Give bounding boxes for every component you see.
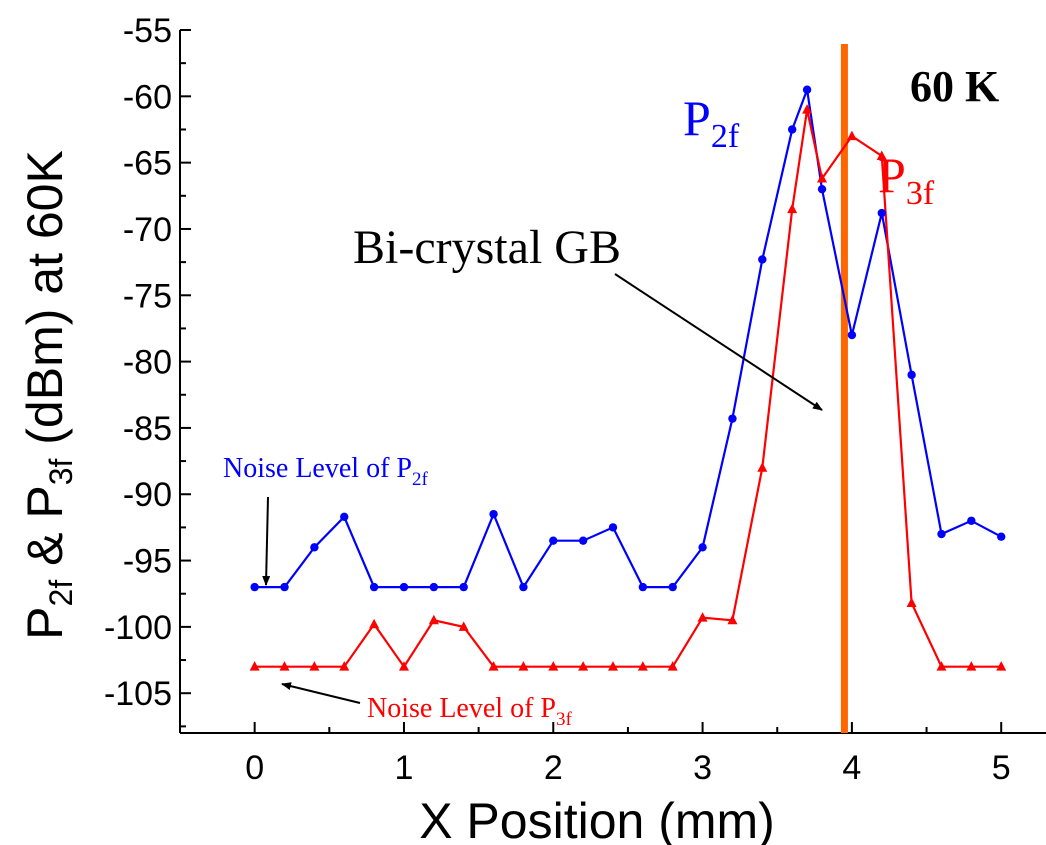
- point-p3f: [787, 203, 798, 214]
- grain-boundary-arrow: [614, 273, 823, 411]
- x-tick-label: 2: [544, 749, 563, 787]
- point-p2f: [802, 85, 812, 94]
- point-p3f: [279, 661, 290, 671]
- y-tick-label: -85: [123, 410, 172, 448]
- point-p2f: [429, 582, 439, 592]
- noise-p2f-arrow: [262, 496, 271, 586]
- point-p3f: [727, 614, 738, 625]
- point-p2f: [578, 536, 588, 545]
- point-p2f: [997, 532, 1006, 541]
- x-tick-label: 4: [842, 749, 861, 787]
- point-p2f: [250, 582, 259, 592]
- point-p2f: [519, 582, 528, 592]
- point-p3f: [249, 661, 260, 671]
- grain-boundary-label: Bi-crystal GB: [353, 221, 621, 274]
- y-tick-label: -70: [123, 211, 172, 249]
- point-p2f: [549, 536, 558, 545]
- temperature-label: 60 K: [910, 62, 999, 111]
- point-p3f: [817, 173, 828, 183]
- y-tick-label: -95: [123, 543, 172, 581]
- point-p3f: [846, 130, 857, 141]
- noise-p3f-arrow: [281, 682, 361, 704]
- p2f-series-label: P2f: [683, 90, 740, 155]
- p3f-series-label: P3f: [878, 147, 935, 212]
- x-axis-title: X Position (mm): [419, 793, 775, 845]
- point-p2f: [787, 125, 797, 134]
- y-tick-label: -100: [104, 609, 172, 647]
- x-axis-ticks: 0 1 2 3 4 5: [179, 722, 1011, 787]
- point-p3f: [488, 661, 499, 671]
- point-p3f: [936, 661, 947, 671]
- point-p2f: [489, 509, 498, 519]
- point-p3f: [608, 661, 618, 671]
- point-p2f: [310, 543, 319, 552]
- x-tick-label: 1: [395, 749, 414, 787]
- point-p3f: [637, 661, 648, 671]
- point-p2f: [280, 582, 289, 592]
- y-tick-label: -105: [104, 675, 172, 713]
- point-p3f: [518, 661, 529, 671]
- point-p3f: [458, 621, 469, 631]
- point-p3f: [339, 661, 350, 671]
- point-p2f: [638, 582, 648, 592]
- point-p3f: [697, 612, 708, 622]
- point-p3f: [966, 661, 977, 671]
- point-p3f: [578, 661, 589, 671]
- series-markers: [249, 85, 1007, 671]
- point-p3f: [757, 462, 768, 472]
- point-p3f: [428, 614, 439, 625]
- y-tick-label: -60: [123, 78, 172, 116]
- point-p3f: [876, 150, 887, 161]
- point-p3f: [369, 618, 380, 629]
- point-p2f: [369, 582, 379, 592]
- point-p3f: [398, 661, 409, 671]
- point-p2f: [728, 414, 737, 423]
- noise-p2f-label: Noise Level of P2f: [223, 453, 428, 490]
- point-p2f: [937, 529, 946, 539]
- point-p2f: [340, 512, 349, 521]
- y-tick-label: -65: [123, 145, 172, 183]
- point-p2f: [399, 582, 409, 592]
- point-p2f: [877, 208, 886, 218]
- y-tick-label: -75: [123, 277, 172, 315]
- point-p2f: [668, 582, 677, 592]
- point-p3f: [996, 661, 1007, 671]
- y-axis-title: P2f & P3f (dBm) at 60K: [17, 150, 79, 640]
- point-p2f: [847, 330, 857, 340]
- point-p2f: [459, 582, 468, 592]
- y-tick-label: -80: [123, 344, 172, 382]
- y-axis-ticks: -55 -60 -65 -70 -75 -80 -85 -90 -95 -100 -105: [104, 12, 191, 728]
- point-p2f: [698, 543, 707, 552]
- point-p2f: [608, 523, 618, 532]
- point-p2f: [907, 370, 916, 380]
- point-p3f: [309, 661, 320, 671]
- x-tick-label: 0: [245, 749, 264, 787]
- point-p3f: [802, 104, 813, 114]
- point-p2f: [758, 255, 767, 264]
- point-p3f: [548, 661, 559, 671]
- noise-p3f-label: Noise Level of P3f: [367, 693, 572, 730]
- point-p2f: [817, 184, 827, 194]
- point-p3f: [906, 597, 917, 608]
- point-p2f: [967, 516, 976, 525]
- plot-frame: [179, 30, 1046, 734]
- point-p3f: [667, 661, 678, 671]
- y-tick-label: -55: [123, 12, 172, 50]
- x-tick-label: 3: [693, 749, 712, 787]
- y-tick-label: -90: [123, 476, 172, 514]
- x-tick-label: 5: [992, 749, 1011, 787]
